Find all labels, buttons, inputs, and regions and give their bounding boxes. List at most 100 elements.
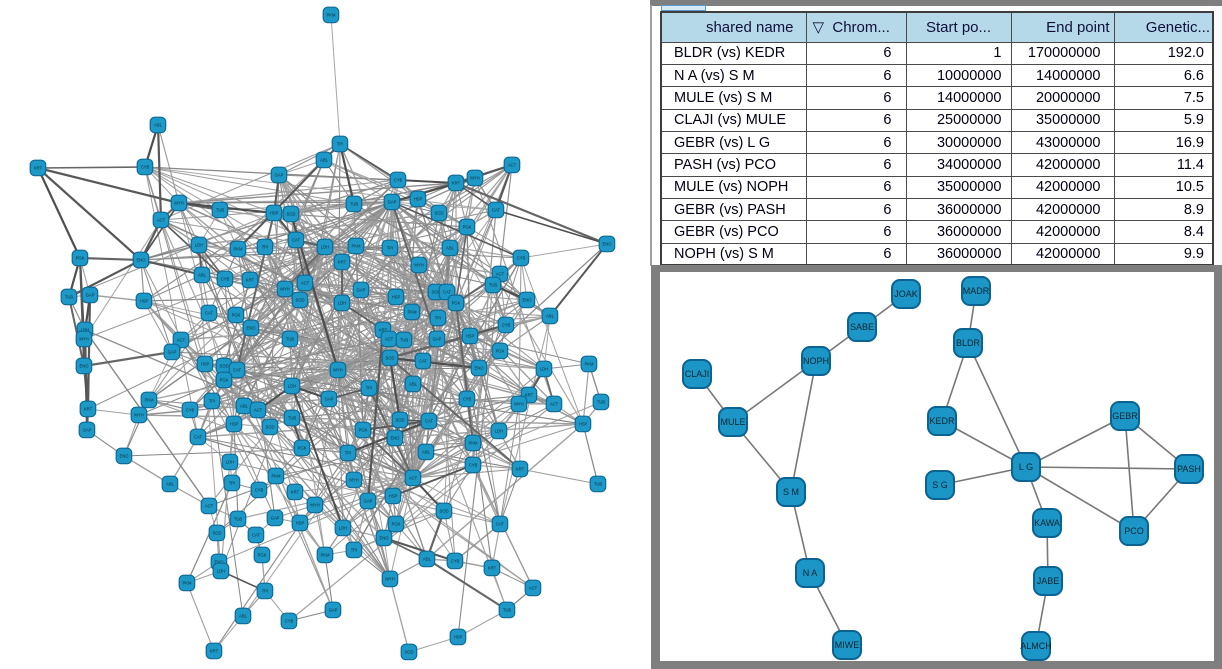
svg-text:TUB: TUB — [65, 295, 74, 300]
svg-text:LDH: LDH — [339, 526, 347, 531]
svg-text:HSP: HSP — [579, 422, 588, 427]
svg-text:CYB: CYB — [221, 277, 230, 282]
svg-text:TUB: TUB — [597, 400, 606, 405]
svg-text:TUB: TUB — [489, 283, 498, 288]
svg-text:CYB: CYB — [469, 463, 478, 468]
svg-text:TUB: TUB — [503, 608, 512, 613]
svg-text:SOD: SOD — [431, 290, 440, 295]
svg-text:CYB: CYB — [255, 488, 264, 493]
svg-text:ENO: ENO — [246, 326, 256, 331]
svg-text:PGK: PGK — [452, 301, 461, 306]
svg-text:KRT: KRT — [379, 328, 388, 333]
svg-text:ENO: ENO — [602, 242, 612, 247]
svg-text:PKM: PKM — [182, 581, 192, 586]
svg-text:MYH: MYH — [174, 201, 183, 206]
svg-text:PKM: PKM — [233, 247, 243, 252]
svg-text:GAP: GAP — [433, 337, 442, 342]
svg-text:ENO: ENO — [390, 436, 400, 441]
svg-text:CYB: CYB — [186, 408, 195, 413]
svg-text:CLAJI: CLAJI — [685, 369, 710, 379]
svg-text:CAT: CAT — [233, 368, 242, 373]
svg-text:CYB: CYB — [394, 178, 403, 183]
svg-text:TPI: TPI — [366, 386, 373, 391]
svg-text:ACT: ACT — [550, 402, 559, 407]
svg-text:PASH: PASH — [1177, 464, 1201, 474]
svg-text:PGK: PGK — [76, 256, 85, 261]
svg-text:LDH: LDH — [195, 243, 203, 248]
svg-text:KRT: KRT — [210, 649, 219, 654]
svg-text:SOD: SOD — [385, 356, 394, 361]
svg-text:TPI: TPI — [262, 245, 269, 250]
svg-text:ENO: ENO — [119, 454, 129, 459]
svg-text:CYB: CYB — [463, 397, 472, 402]
svg-text:LDH: LDH — [338, 301, 346, 306]
svg-text:HSP: HSP — [201, 362, 210, 367]
svg-text:KRT: KRT — [34, 166, 43, 171]
svg-text:GAP: GAP — [271, 516, 280, 521]
svg-text:ACT: ACT — [301, 281, 310, 286]
svg-text:ACT: ACT — [409, 476, 418, 481]
svg-text:SOD: SOD — [286, 212, 295, 217]
svg-text:MYH: MYH — [310, 503, 319, 508]
svg-text:ACT: ACT — [508, 163, 517, 168]
svg-text:GAP: GAP — [329, 608, 338, 613]
svg-text:TUB: TUB — [216, 208, 225, 213]
svg-text:HSP: HSP — [414, 197, 423, 202]
svg-text:KEDR: KEDR — [929, 416, 955, 426]
svg-text:HSP: HSP — [454, 635, 463, 640]
svg-text:LDH: LDH — [288, 384, 296, 389]
svg-text:SOD: SOD — [219, 364, 228, 369]
svg-text:MULE: MULE — [720, 417, 745, 427]
svg-text:PKM: PKM — [144, 398, 154, 403]
svg-text:TUB: TUB — [400, 338, 409, 343]
svg-text:JABE: JABE — [1037, 576, 1060, 586]
svg-text:ABL: ABL — [198, 273, 207, 278]
svg-text:LDH: LDH — [495, 429, 503, 434]
svg-text:TUB: TUB — [234, 517, 243, 522]
svg-text:GAP: GAP — [168, 350, 177, 355]
svg-text:PKM: PKM — [271, 474, 281, 479]
svg-text:GAP: GAP — [83, 428, 92, 433]
svg-text:ACT: ACT — [385, 337, 394, 342]
svg-text:TUB: TUB — [288, 416, 297, 421]
svg-text:GAP: GAP — [364, 499, 373, 504]
svg-text:HSP: HSP — [466, 334, 475, 339]
svg-text:SOD: SOD — [295, 298, 304, 303]
svg-text:ACT: ACT — [157, 218, 166, 223]
svg-text:L G: L G — [1019, 462, 1033, 472]
svg-text:ENO: ENO — [79, 364, 89, 369]
svg-text:MADR: MADR — [963, 286, 990, 296]
svg-text:TPI: TPI — [337, 142, 344, 147]
svg-text:CAT: CAT — [496, 522, 505, 527]
svg-text:CYB: CYB — [517, 256, 526, 261]
svg-text:ENO: ENO — [136, 258, 146, 263]
svg-text:ACT: ACT — [496, 272, 505, 277]
svg-text:ABL: ABL — [239, 614, 248, 619]
svg-text:NOPH: NOPH — [803, 356, 829, 366]
svg-text:TPI: TPI — [435, 316, 442, 321]
svg-text:CYB: CYB — [451, 559, 460, 564]
svg-text:SOD: SOD — [439, 509, 448, 514]
svg-text:ABL: ABL — [240, 404, 249, 409]
svg-text:S M: S M — [783, 487, 799, 497]
svg-text:KRT: KRT — [291, 490, 300, 495]
svg-text:SOD: SOD — [395, 418, 404, 423]
svg-text:CAT: CAT — [205, 311, 214, 316]
svg-text:TPI: TPI — [351, 548, 358, 553]
svg-text:ACT: ACT — [205, 504, 214, 509]
svg-text:LDH: LDH — [217, 569, 225, 574]
svg-text:GAP: GAP — [86, 293, 95, 298]
svg-text:ABL: ABL — [320, 158, 329, 163]
svg-text:MYH: MYH — [514, 402, 523, 407]
svg-text:MYH: MYH — [349, 478, 358, 483]
svg-text:LDH: LDH — [81, 328, 89, 333]
svg-text:ENO: ENO — [214, 560, 224, 565]
svg-text:ABL: ABL — [409, 382, 418, 387]
svg-text:CAT: CAT — [292, 238, 301, 243]
svg-text:TUB: TUB — [594, 482, 603, 487]
svg-text:TUB: TUB — [286, 337, 295, 342]
svg-text:TPI: TPI — [262, 589, 269, 594]
svg-text:KRT: KRT — [246, 278, 255, 283]
svg-text:KRT: KRT — [516, 467, 525, 472]
svg-text:HSP: HSP — [140, 299, 149, 304]
